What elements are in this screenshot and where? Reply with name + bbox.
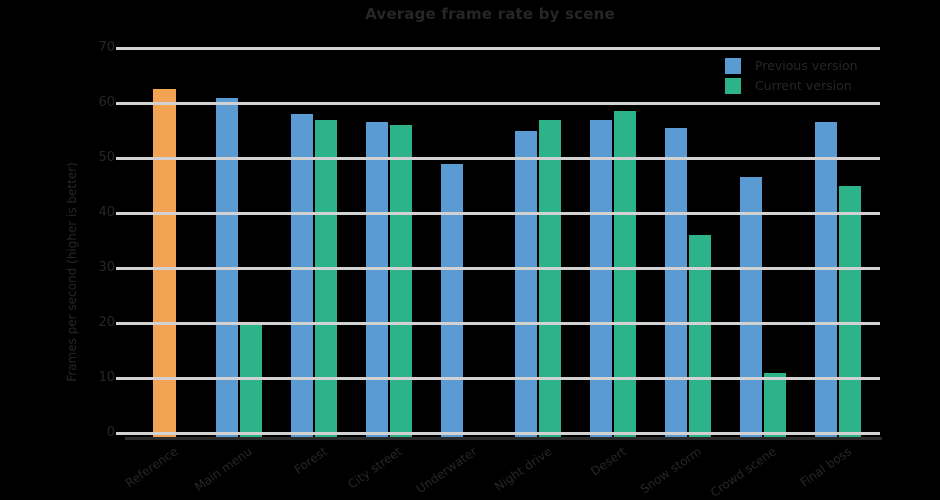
bar-current-version-5 (539, 119, 562, 440)
y-tick-label: 70 (98, 40, 115, 55)
legend-label: Previous version (755, 57, 858, 73)
gridline (116, 211, 880, 215)
bar-reference-0 (152, 89, 176, 440)
legend-entry: Current version (725, 78, 858, 94)
bar-current-version-2 (314, 119, 337, 440)
bar-previous-version-9 (815, 122, 837, 440)
gridline (116, 156, 880, 160)
x-tick-label: Main menu (192, 444, 255, 495)
x-tick-label: Night drive (492, 444, 555, 494)
bar-previous-version-6 (590, 119, 613, 440)
x-tick-label: City street (345, 444, 405, 492)
bar-current-version-1 (239, 323, 262, 440)
gridline (116, 46, 880, 50)
legend-label: Current version (755, 77, 852, 93)
y-tick-label: 40 (98, 205, 115, 220)
x-axis-line (125, 437, 882, 440)
bar-current-version-7 (689, 235, 712, 440)
x-tick-label: Final boss (797, 444, 855, 490)
y-tick-label: 20 (98, 315, 115, 330)
x-tick-label: Reference (122, 444, 181, 491)
gridline (116, 321, 880, 325)
bar-previous-version-7 (665, 127, 688, 440)
gridline (116, 266, 880, 270)
x-tick-label: Underwater (413, 444, 480, 497)
plot-area: 0 10 20 30 40 50 60 70 Reference Main menu Forest C… (98, 41, 882, 500)
chart-title: Average frame rate by scene (365, 5, 615, 23)
bar-previous-version-3 (365, 122, 388, 440)
x-tick-label: Forest (291, 444, 330, 477)
x-tick-label: Desert (588, 444, 630, 479)
legend-swatch-green (725, 78, 741, 94)
gridline (116, 376, 880, 380)
legend-swatch-blue (725, 58, 741, 74)
x-tick-label: Snow storm (638, 444, 705, 497)
legend: Previous version Current version (725, 58, 858, 98)
bar-current-version-3 (389, 125, 412, 440)
y-tick-label: 30 (98, 260, 115, 275)
y-tick-label: 50 (98, 150, 115, 165)
x-tick-label: Crowd scene (708, 444, 780, 500)
bar-previous-version-5 (515, 130, 538, 440)
bar-previous-version-8 (740, 177, 763, 440)
bar-previous-version-2 (290, 114, 313, 440)
y-tick-label: 60 (98, 95, 115, 110)
legend-entry: Previous version (725, 58, 858, 74)
bar-current-version-9 (839, 185, 861, 440)
gridline (116, 101, 880, 105)
bar-current-version-6 (614, 111, 637, 440)
y-tick-label: 0 (106, 425, 115, 440)
gridline (116, 431, 880, 435)
y-tick-label: 10 (98, 370, 115, 385)
bar-current-version-8 (764, 372, 787, 440)
bar-previous-version-4 (440, 163, 463, 440)
